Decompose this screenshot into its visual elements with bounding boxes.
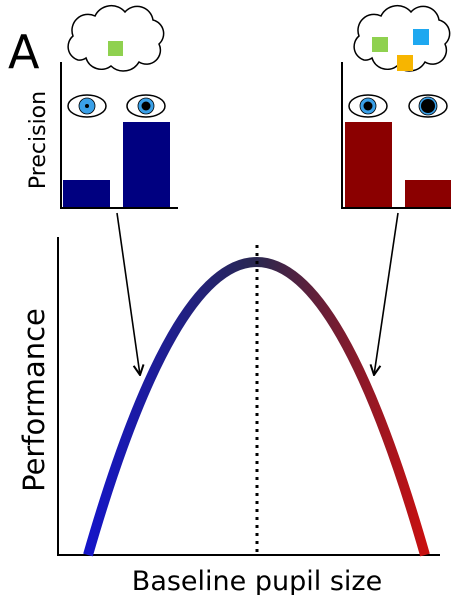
right-inset: [342, 6, 451, 208]
arrow: [374, 213, 398, 375]
bar: [63, 180, 110, 208]
eye: [409, 95, 447, 117]
item-square: [397, 55, 413, 71]
eye: [349, 95, 387, 117]
y-axis-label: Performance: [17, 308, 51, 492]
thought-cloud: [68, 6, 164, 71]
x-axis-label: Baseline pupil size: [132, 566, 382, 595]
arrow: [117, 213, 140, 375]
item-square: [108, 41, 123, 56]
figure: A Precision: [0, 0, 451, 595]
panel-label: A: [8, 25, 40, 79]
bar: [345, 122, 392, 208]
left-inset: Precision: [26, 6, 178, 208]
eye: [68, 95, 106, 117]
bar: [123, 122, 170, 208]
bar: [405, 180, 451, 208]
item-square: [372, 37, 388, 52]
item-square: [413, 29, 429, 45]
main-axes: [58, 237, 440, 555]
eye: [127, 95, 165, 117]
inset-axis-label: Precision: [26, 91, 51, 189]
